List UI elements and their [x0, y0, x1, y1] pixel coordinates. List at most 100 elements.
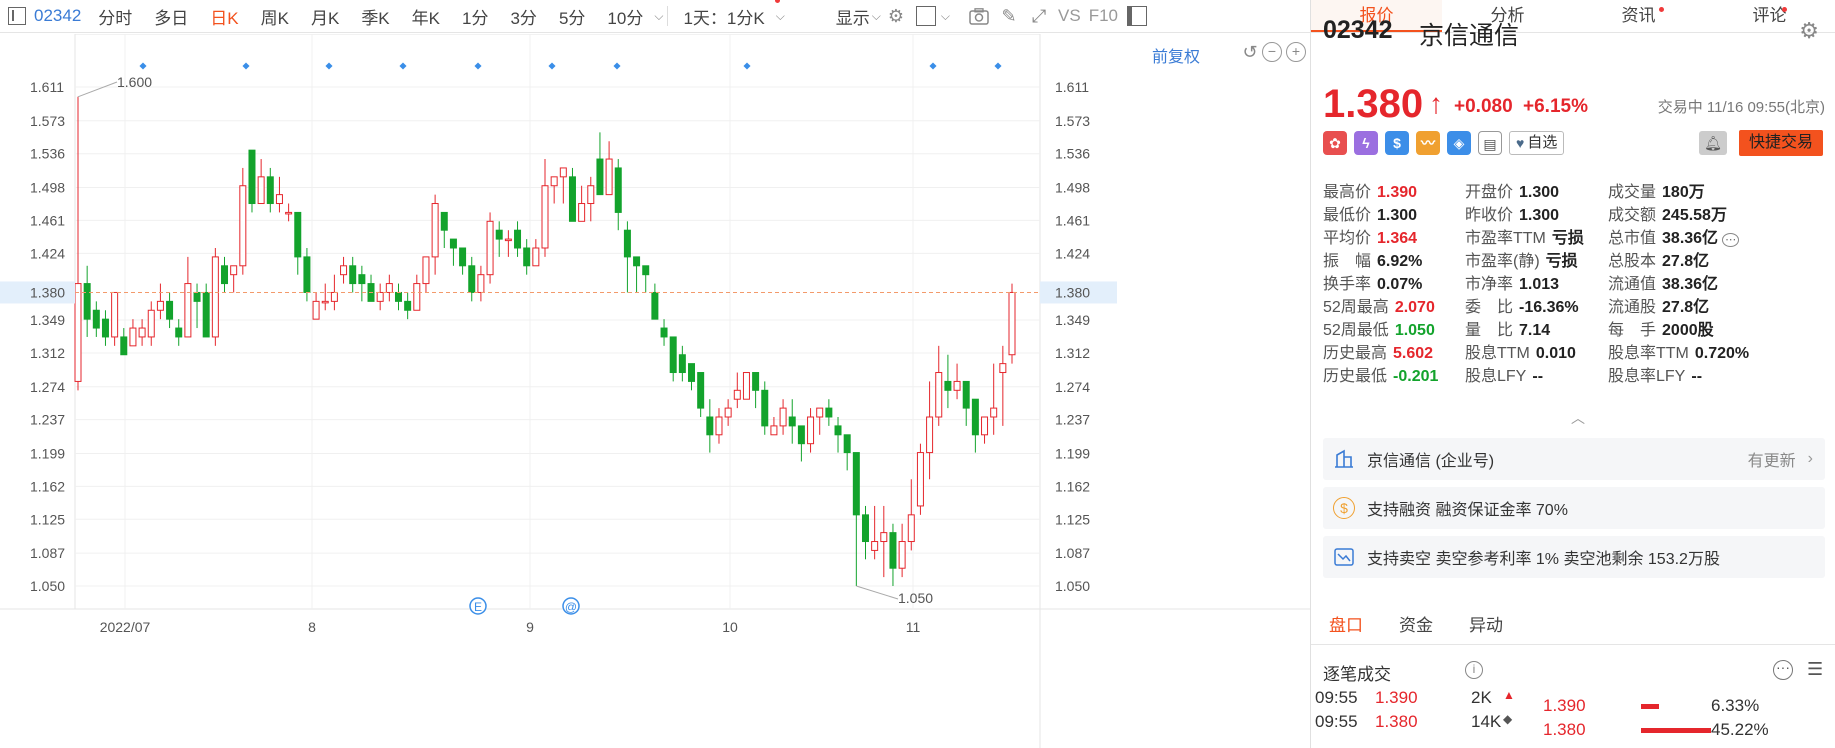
stat-item: 换手率 0.07% [1323, 270, 1422, 294]
price-change-pct: +6.15% [1523, 96, 1588, 117]
candle-body [193, 291, 201, 302]
stock-name: 京信通信 [1419, 22, 1520, 50]
bottom-tab[interactable]: 盘口 [1329, 616, 1363, 635]
layout-icon[interactable] [8, 7, 26, 25]
stat-item: 昨收价 1.300 [1465, 201, 1559, 225]
candle-body [221, 265, 229, 285]
info-icon[interactable]: i [1465, 661, 1483, 679]
tick-vol: 2K [1471, 688, 1492, 707]
document-icon[interactable]: ▤ [1478, 131, 1502, 155]
sidebar-toggle-icon[interactable] [1122, 6, 1152, 26]
quote-panel: 报价 分析 资讯 评论 02342 京信通信 ⚙ 1.380 ↑ +0.080 +6.… [1310, 0, 1835, 748]
gear-icon[interactable]: ⚙ [887, 5, 904, 26]
panel-tab[interactable]: 评论 [1704, 0, 1835, 32]
chevron-down-icon[interactable]: ⌵ [654, 8, 664, 23]
tag-icon[interactable]: ◈ [1447, 131, 1471, 155]
stat-label: 成交量 [1608, 184, 1657, 201]
add-watchlist-button[interactable]: ♥ 自选 [1509, 131, 1565, 155]
candle-body [440, 211, 448, 231]
period-tab[interactable]: 1分 [462, 8, 489, 28]
quick-trade-button[interactable]: 快捷交易 [1739, 130, 1823, 156]
trend-icon[interactable]: 〰 [1416, 131, 1440, 155]
lightning-icon[interactable]: ϟ [1354, 131, 1378, 155]
ticks-title: 逐笔成交 [1323, 665, 1391, 684]
y-tick-label-right: 1.199 [1055, 445, 1090, 461]
period-tab[interactable]: 日K [210, 8, 239, 28]
stat-label: 股息率TTM [1608, 345, 1689, 362]
panel-tab[interactable]: 资讯 [1573, 0, 1704, 32]
chevron-down-icon[interactable]: ⌵ [871, 8, 881, 23]
candle-body [953, 380, 961, 391]
chevron-up-icon[interactable]: ︿ [1571, 410, 1585, 426]
y-tick-label-left: 1.237 [30, 412, 65, 428]
reset-icon[interactable]: ↺ [1242, 42, 1258, 62]
candle-body [550, 176, 558, 187]
bottom-tab[interactable]: 资金 [1399, 616, 1433, 635]
tick-bar [1641, 728, 1711, 733]
company-account-card[interactable]: 京信通信 (企业号) 有更新 › [1323, 438, 1825, 480]
y-tick-label-right: 1.274 [1055, 379, 1090, 395]
f10-button[interactable]: F10 [1088, 6, 1118, 25]
pencil-icon[interactable]: ✎ [1001, 5, 1017, 26]
candle-body [468, 265, 476, 293]
card-text: 京信通信 (企业号) [1367, 453, 1495, 470]
fullscreen-icon[interactable]: ⤢ [1031, 5, 1047, 26]
y-tick-label-left: 1.162 [30, 478, 65, 494]
panel-tabs: 报价 分析 资讯 评论 [1311, 0, 1835, 33]
period-tab[interactable]: 周K [260, 8, 289, 28]
more-icon[interactable]: ⋯ [1722, 233, 1740, 247]
panel-tab-label: 报价 [1359, 6, 1394, 25]
candle-body [349, 265, 357, 285]
candle-body [83, 283, 91, 320]
panel-tab[interactable]: 报价 [1311, 0, 1442, 32]
panel-tab[interactable]: 分析 [1442, 0, 1573, 32]
list-icon[interactable]: ☰ [1807, 659, 1824, 679]
tick-price: 1.380 [1375, 712, 1418, 731]
kline-chart[interactable]: 1.611 1.611 1.573 1.573 1.536 1.536 1.498 1.498… [0, 34, 1310, 748]
candle-body [559, 167, 567, 178]
chevron-down-icon[interactable]: ⌵ [775, 8, 785, 23]
event-diamond-marker [474, 62, 482, 70]
square-icon[interactable] [911, 6, 941, 26]
period-tab[interactable]: 3分 [510, 8, 537, 28]
gear-icon[interactable]: ⚙ [1799, 18, 1819, 43]
zoom-out-icon[interactable]: − [1262, 42, 1282, 62]
y-tick-label-right: 1.498 [1055, 180, 1090, 196]
bell-icon[interactable]: 🔔︎ [1699, 131, 1727, 155]
y-tick-label-right: 1.312 [1055, 345, 1090, 361]
period-tab[interactable]: 10分 [607, 8, 644, 28]
zoom-in-icon[interactable]: + [1286, 42, 1306, 62]
period-tab[interactable]: 季K [361, 8, 390, 28]
unread-dot [1782, 7, 1787, 12]
period-tab[interactable]: 5分 [558, 8, 586, 28]
stat-value: 0.010 [1535, 345, 1576, 362]
stat-label: 量 比 [1465, 322, 1514, 339]
candle-body [944, 380, 952, 391]
candle-body [852, 452, 860, 516]
tick-price: 1.390 [1375, 688, 1418, 707]
stat-label: 市盈率TTM [1465, 230, 1546, 247]
camera-icon[interactable] [964, 7, 994, 25]
stock-code-label[interactable]: 02342 [34, 6, 82, 25]
period-tab[interactable]: 月K [310, 8, 340, 28]
period-tab[interactable]: 分时 [98, 8, 133, 28]
display-menu[interactable]: 显示 [835, 8, 870, 28]
vs-button[interactable]: VS [1058, 6, 1081, 25]
candle-body [459, 247, 467, 267]
hk-flower-icon[interactable]: ✿ [1323, 131, 1347, 155]
bottom-tab[interactable]: 异动 [1469, 616, 1503, 635]
period-tab[interactable]: 年K [411, 8, 440, 28]
interval-select[interactable]: 1天：1分K [672, 0, 780, 29]
adjust-mode-button[interactable]: 前复权 [1152, 49, 1201, 66]
candle-body [578, 203, 586, 222]
dollar-icon[interactable]: $ [1385, 131, 1409, 155]
period-tab[interactable]: 多日 [154, 8, 189, 28]
margin-card[interactable]: $ 支持融资 融资保证金率 70% [1323, 487, 1825, 529]
chevron-down-icon[interactable]: ⌵ [940, 8, 951, 23]
candle-body [871, 541, 879, 551]
x-axis-label: 10 [722, 619, 738, 635]
candle-body [861, 514, 869, 543]
short-sell-card[interactable]: 支持卖空 卖空参考利率 1% 卖空池剩余 153.2万股 [1323, 536, 1825, 578]
more-icon[interactable]: ··· [1773, 660, 1793, 680]
stat-label: 每 手 [1608, 322, 1657, 339]
